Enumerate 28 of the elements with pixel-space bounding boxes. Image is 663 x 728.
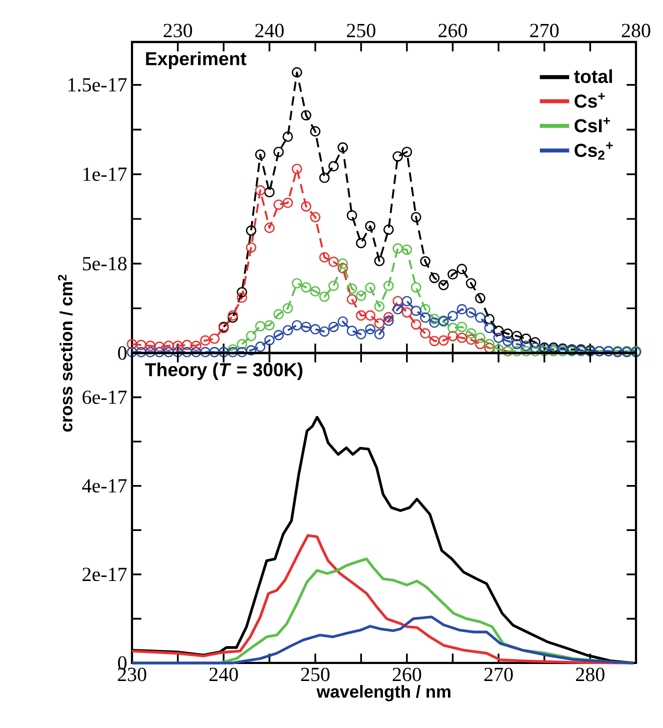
legend-label: Cs$^{+}$ <box>574 92 605 108</box>
legend-label: total <box>574 69 612 84</box>
x-tick-label: 270 <box>484 668 513 682</box>
y-tick-label: 4e-17 <box>82 479 127 493</box>
x-tick-label: 270 <box>530 24 559 38</box>
x-tick-label: 230 <box>118 668 146 682</box>
y-tick-label: 1e-17 <box>84 168 127 181</box>
y-tick-label: 1.5e-17 <box>68 78 127 92</box>
x-tick-label: 280 <box>622 24 650 38</box>
x-tick-label: 240 <box>255 24 284 38</box>
legend-label: Cs$_{2}$+ <box>574 142 613 160</box>
x-tick-label: 280 <box>576 668 604 682</box>
x-tick-label: 230 <box>164 24 192 38</box>
x-tick-label: 240 <box>210 668 238 682</box>
x-tick-label: 250 <box>301 668 330 682</box>
y-axis-title: cross section / cm$^{2}$ <box>58 274 73 432</box>
x-tick-label: 260 <box>392 668 422 682</box>
y-tick-label: 5e-18 <box>82 256 127 270</box>
chart-title: Experiment <box>146 52 246 69</box>
y-tick-label: 2e-17 <box>82 568 127 582</box>
y-tick-label: 0 <box>118 656 127 670</box>
legend-label: CsI$^{+}$ <box>574 118 610 132</box>
x-axis-title: wavelength / nm <box>316 685 450 702</box>
y-tick-label: 6e-17 <box>82 390 127 404</box>
x-tick-label: 250 <box>346 24 376 38</box>
y-tick-label: 0 <box>118 346 127 360</box>
chart-title: Theory (T = 300K) <box>145 362 302 380</box>
x-tick-label: 260 <box>438 24 467 38</box>
